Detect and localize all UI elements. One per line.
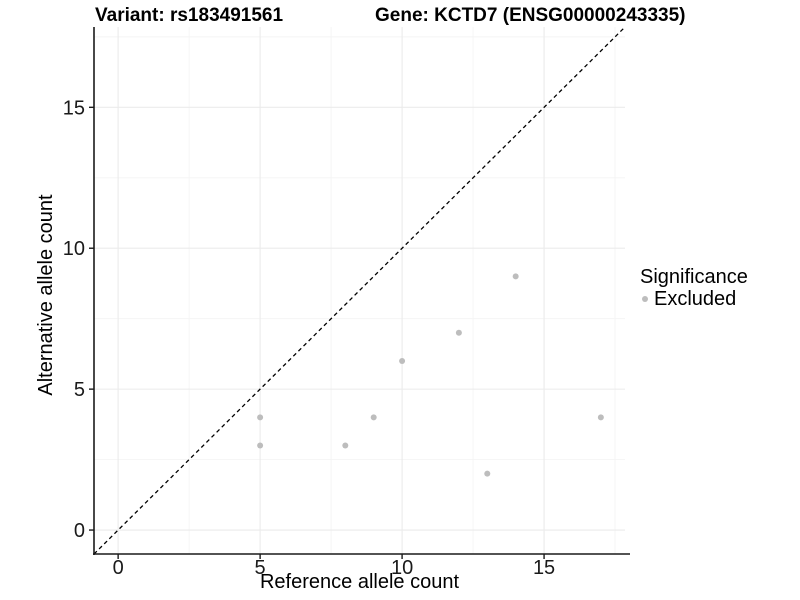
x-tick-label: 0 [113, 557, 124, 579]
y-tick-label: 15 [63, 97, 85, 119]
legend-item-label: Excluded [654, 288, 737, 310]
x-axis-title: Reference allele count [259, 571, 459, 593]
data-point [597, 414, 604, 421]
data-point [370, 414, 377, 421]
y-tick-label: 10 [63, 238, 85, 260]
y-tick-label: 0 [74, 520, 85, 542]
data-point [257, 442, 264, 449]
legend-title: Significance [640, 266, 748, 288]
identity-line [93, 26, 626, 555]
x-tick-label: 10 [391, 557, 413, 579]
x-tick-label: 15 [533, 557, 555, 579]
data-point [455, 329, 462, 336]
y-axis-title: Alternative allele count [35, 194, 57, 396]
legend-point-icon [642, 296, 648, 302]
data-point [512, 273, 519, 280]
x-tick-label: 5 [255, 557, 266, 579]
gene-title: Gene: KCTD7 (ENSG00000243335) [375, 5, 686, 26]
y-tick-label: 5 [74, 379, 85, 401]
data-point [484, 470, 491, 477]
data-point [399, 357, 406, 364]
legend-item-excluded: Excluded [640, 288, 748, 310]
data-point [257, 414, 264, 421]
variant-title: Variant: rs183491561 [95, 5, 284, 26]
data-point [342, 442, 349, 449]
legend: Significance Excluded [640, 266, 748, 310]
